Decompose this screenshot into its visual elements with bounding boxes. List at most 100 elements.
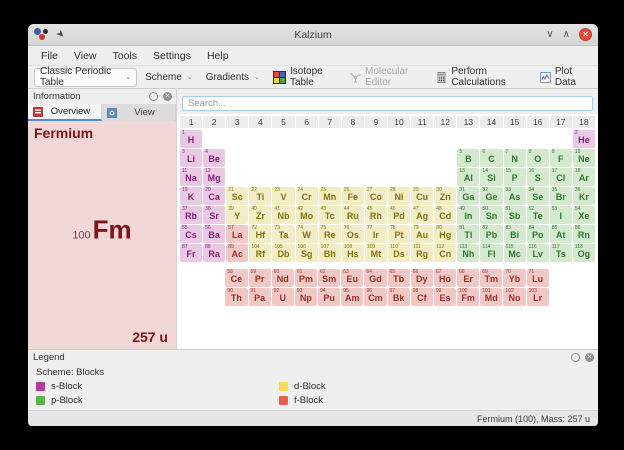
element-cell-Er[interactable]: 68 Er bbox=[457, 269, 480, 287]
element-cell-Cu[interactable]: 29 Cu bbox=[411, 187, 434, 205]
element-cell-Kr[interactable]: 36 Kr bbox=[572, 187, 595, 205]
float-dock-icon[interactable] bbox=[571, 353, 580, 362]
element-cell-Es[interactable]: 99 Es bbox=[433, 288, 457, 306]
element-cell-Zr[interactable]: 40 Zr bbox=[249, 206, 272, 224]
element-cell-Rb[interactable]: 37 Rb bbox=[180, 206, 203, 224]
element-cell-Pu[interactable]: 94 Pu bbox=[318, 288, 341, 306]
element-cell-Au[interactable]: 79 Au bbox=[411, 225, 434, 243]
element-cell-U[interactable]: 92 U bbox=[271, 288, 294, 306]
element-cell-In[interactable]: 49 In bbox=[457, 206, 480, 224]
element-cell-Fr[interactable]: 87 Fr bbox=[180, 244, 203, 262]
element-cell-Ga[interactable]: 31 Ga bbox=[457, 187, 480, 205]
element-cell-Sg[interactable]: 106 Sg bbox=[295, 244, 318, 262]
element-cell-Gd[interactable]: 64 Gd bbox=[364, 269, 387, 287]
element-cell-Bh[interactable]: 107 Bh bbox=[318, 244, 341, 262]
element-cell-Rf[interactable]: 104 Rf bbox=[249, 244, 272, 262]
element-cell-Pb[interactable]: 82 Pb bbox=[480, 225, 503, 243]
element-overview-card[interactable]: Fermium 100 Fm 257 u bbox=[28, 121, 176, 349]
element-cell-Mn[interactable]: 25 Mn bbox=[318, 187, 341, 205]
element-cell-Hf[interactable]: 72 Hf bbox=[249, 225, 272, 243]
element-cell-Li[interactable]: 3 Li bbox=[180, 149, 203, 167]
element-cell-Eu[interactable]: 63 Eu bbox=[341, 269, 364, 287]
element-cell-Sm[interactable]: 62 Sm bbox=[318, 269, 341, 287]
element-cell-Db[interactable]: 105 Db bbox=[272, 244, 295, 262]
element-cell-Pa[interactable]: 91 Pa bbox=[248, 288, 271, 306]
element-cell-Ho[interactable]: 67 Ho bbox=[433, 269, 457, 287]
element-cell-Fe[interactable]: 26 Fe bbox=[341, 187, 364, 205]
element-cell-Ir[interactable]: 77 Ir bbox=[364, 225, 387, 243]
element-cell-Cn[interactable]: 112 Cn bbox=[434, 244, 457, 262]
element-cell-Fm[interactable]: 100 Fm bbox=[457, 288, 480, 306]
element-cell-Cl[interactable]: 17 Cl bbox=[549, 168, 572, 186]
element-cell-As[interactable]: 33 As bbox=[503, 187, 526, 205]
menu-tools[interactable]: Tools bbox=[112, 49, 138, 62]
element-cell-Mt[interactable]: 109 Mt bbox=[364, 244, 387, 262]
element-cell-Rn[interactable]: 86 Rn bbox=[572, 225, 595, 243]
element-cell-Ac[interactable]: 89 Ac bbox=[226, 244, 249, 262]
element-cell-Rh[interactable]: 45 Rh bbox=[364, 206, 387, 224]
plot-data-button[interactable]: Plot Data bbox=[535, 66, 592, 88]
element-cell-Mc[interactable]: 115 Mc bbox=[503, 244, 526, 262]
element-cell-La[interactable]: 57 La bbox=[226, 225, 249, 243]
element-cell-Lr[interactable]: 103 Lr bbox=[526, 288, 549, 306]
element-cell-Yb[interactable]: 70 Yb bbox=[503, 269, 526, 287]
element-cell-Am[interactable]: 95 Am bbox=[341, 288, 364, 306]
element-cell-Sc[interactable]: 21 Sc bbox=[226, 187, 249, 205]
element-cell-P[interactable]: 15 P bbox=[503, 168, 526, 186]
element-cell-He[interactable]: 2 He bbox=[572, 130, 595, 148]
element-cell-K[interactable]: 19 K bbox=[180, 187, 203, 205]
element-cell-Cd[interactable]: 48 Cd bbox=[434, 206, 457, 224]
element-cell-Ge[interactable]: 32 Ge bbox=[480, 187, 503, 205]
element-cell-V[interactable]: 23 V bbox=[272, 187, 295, 205]
element-cell-Hs[interactable]: 108 Hs bbox=[341, 244, 364, 262]
element-cell-Ne[interactable]: 10 Ne bbox=[572, 149, 595, 167]
element-cell-Os[interactable]: 76 Os bbox=[341, 225, 364, 243]
element-cell-Zn[interactable]: 30 Zn bbox=[434, 187, 457, 205]
element-cell-Pt[interactable]: 78 Pt bbox=[387, 225, 411, 243]
element-cell-Pr[interactable]: 59 Pr bbox=[248, 269, 271, 287]
element-cell-Cr[interactable]: 24 Cr bbox=[295, 187, 318, 205]
menu-help[interactable]: Help bbox=[206, 49, 229, 62]
element-cell-Te[interactable]: 52 Te bbox=[526, 206, 549, 224]
element-cell-Br[interactable]: 35 Br bbox=[549, 187, 572, 205]
element-cell-Be[interactable]: 4 Be bbox=[203, 149, 226, 167]
element-cell-Ag[interactable]: 47 Ag bbox=[411, 206, 434, 224]
menu-settings[interactable]: Settings bbox=[153, 49, 191, 62]
element-cell-No[interactable]: 102 No bbox=[503, 288, 526, 306]
close-dock-icon[interactable]: ✕ bbox=[585, 353, 594, 362]
element-cell-Re[interactable]: 75 Re bbox=[318, 225, 341, 243]
element-cell-At[interactable]: 85 At bbox=[549, 225, 572, 243]
element-cell-Ta[interactable]: 73 Ta bbox=[272, 225, 295, 243]
element-cell-Sb[interactable]: 51 Sb bbox=[503, 206, 526, 224]
element-cell-Pm[interactable]: 61 Pm bbox=[294, 269, 318, 287]
scheme-menu-button[interactable]: Scheme ⌄ bbox=[140, 69, 198, 86]
element-cell-Tc[interactable]: 43 Tc bbox=[318, 206, 341, 224]
float-dock-icon[interactable] bbox=[149, 92, 158, 101]
element-cell-Co[interactable]: 27 Co bbox=[364, 187, 387, 205]
pin-icon[interactable]: ➤ bbox=[53, 27, 68, 42]
element-cell-Mo[interactable]: 42 Mo bbox=[295, 206, 318, 224]
element-cell-S[interactable]: 16 S bbox=[526, 168, 549, 186]
element-cell-Ti[interactable]: 22 Ti bbox=[249, 187, 272, 205]
element-cell-Md[interactable]: 101 Md bbox=[480, 288, 503, 306]
tab-view[interactable]: View bbox=[102, 104, 176, 121]
element-cell-Xe[interactable]: 54 Xe bbox=[572, 206, 595, 224]
element-cell-Ru[interactable]: 44 Ru bbox=[341, 206, 364, 224]
close-icon[interactable]: ✕ bbox=[579, 28, 592, 41]
close-dock-icon[interactable]: ✕ bbox=[163, 92, 172, 101]
element-cell-Bk[interactable]: 97 Bk bbox=[387, 288, 410, 306]
element-cell-Ts[interactable]: 117 Ts bbox=[549, 244, 572, 262]
element-cell-I[interactable]: 53 I bbox=[549, 206, 572, 224]
element-cell-Al[interactable]: 13 Al bbox=[457, 168, 480, 186]
element-cell-Mg[interactable]: 12 Mg bbox=[203, 168, 226, 186]
element-cell-Ce[interactable]: 58 Ce bbox=[225, 269, 248, 287]
isotope-table-button[interactable]: Isotope Table bbox=[268, 66, 342, 88]
element-cell-W[interactable]: 74 W bbox=[295, 225, 318, 243]
element-cell-Og[interactable]: 118 Og bbox=[572, 244, 595, 262]
element-cell-Dy[interactable]: 66 Dy bbox=[410, 269, 433, 287]
menu-view[interactable]: View bbox=[73, 49, 97, 62]
element-cell-Cf[interactable]: 98 Cf bbox=[410, 288, 433, 306]
